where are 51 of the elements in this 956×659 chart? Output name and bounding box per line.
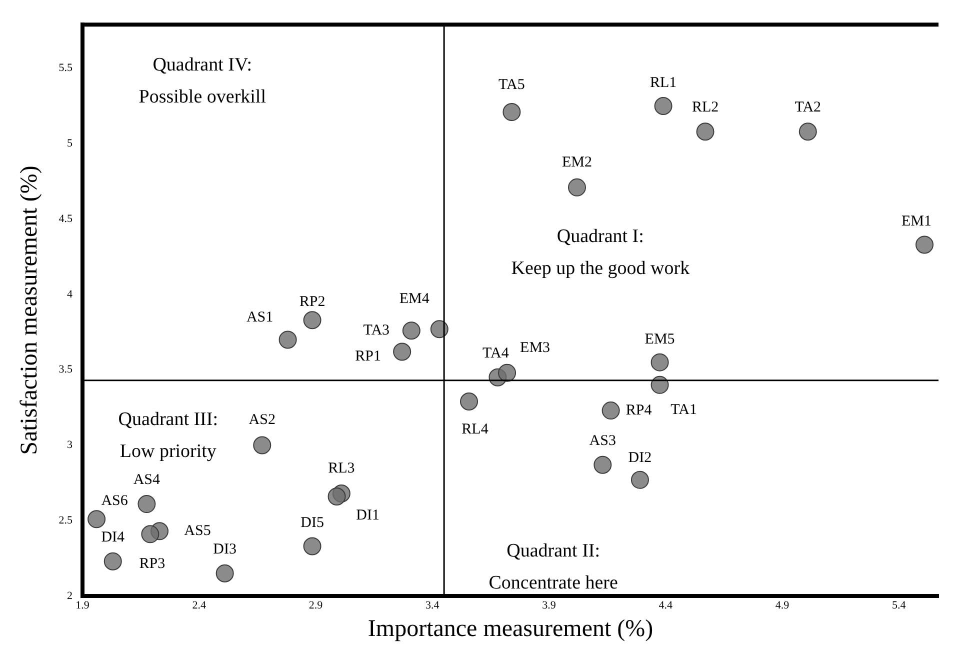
y-tick-label: 5 <box>67 138 74 150</box>
annotation: AS6 <box>101 493 128 510</box>
annotation: EM4 <box>399 291 430 308</box>
annotation: RP1 <box>355 348 382 365</box>
annotation: TA5 <box>498 76 525 93</box>
annotation: Quadrant III: Low priority <box>118 408 218 462</box>
annotation: EM3 <box>520 340 550 356</box>
annotation: AS1 <box>246 310 274 326</box>
annotation: EM1 <box>902 214 932 230</box>
x-tick-label: 3.4 <box>426 599 440 612</box>
y-tick-label: 3.5 <box>58 364 74 376</box>
y-tick-label: 4 <box>67 288 74 300</box>
annotation: AS3 <box>589 432 616 449</box>
annotation: DI2 <box>628 450 652 466</box>
x-tick-label: 1.9 <box>76 599 90 612</box>
annotation: AS2 <box>248 412 276 428</box>
annotation: RP4 <box>626 402 652 418</box>
annotation: AS4 <box>133 472 161 488</box>
y-axis-title: Satisfaction measurement (%) <box>16 166 43 455</box>
y-tick-label: 5.5 <box>58 62 74 74</box>
x-tick-label: 2.4 <box>192 599 207 612</box>
annotation: RL3 <box>328 460 355 476</box>
annotation: DI3 <box>213 541 236 558</box>
x-tick-label: 4.4 <box>658 599 673 612</box>
annotation: TA2 <box>794 100 822 116</box>
y-tick-label: 4.5 <box>58 212 74 225</box>
y-tick-label: 3 <box>67 439 74 452</box>
annotation: DI1 <box>356 507 380 524</box>
annotation: DI5 <box>300 515 324 532</box>
annotation: EM2 <box>562 154 592 170</box>
x-tick-label: 5.4 <box>892 599 906 612</box>
x-axis-title: Importance measurement (%) <box>368 616 654 642</box>
y-tick-label: 2 <box>67 590 73 602</box>
annotation: RL1 <box>650 74 677 91</box>
annotation: RP3 <box>139 556 166 572</box>
annotation: TA3 <box>363 322 390 339</box>
annotation: Quadrant IV: Possible overkill <box>138 54 266 108</box>
annotation: TA4 <box>482 345 510 362</box>
annotation: Quadrant II: Concentrate here <box>488 540 618 594</box>
annotation: RL2 <box>692 100 719 116</box>
annotation: RP2 <box>299 294 326 310</box>
annotation: AS5 <box>184 523 211 540</box>
annotation: Quadrant I: Keep up the good work <box>511 226 690 280</box>
annotation: RL4 <box>462 421 489 438</box>
y-tick-label: 2.5 <box>58 514 74 527</box>
annotation: TA1 <box>670 402 697 418</box>
annotation: EM5 <box>644 331 675 348</box>
x-tick-label: 4.9 <box>775 599 790 612</box>
annotation: DI4 <box>101 529 126 546</box>
x-tick-label: 3.9 <box>542 599 556 612</box>
x-tick-label: 2.9 <box>308 599 324 612</box>
